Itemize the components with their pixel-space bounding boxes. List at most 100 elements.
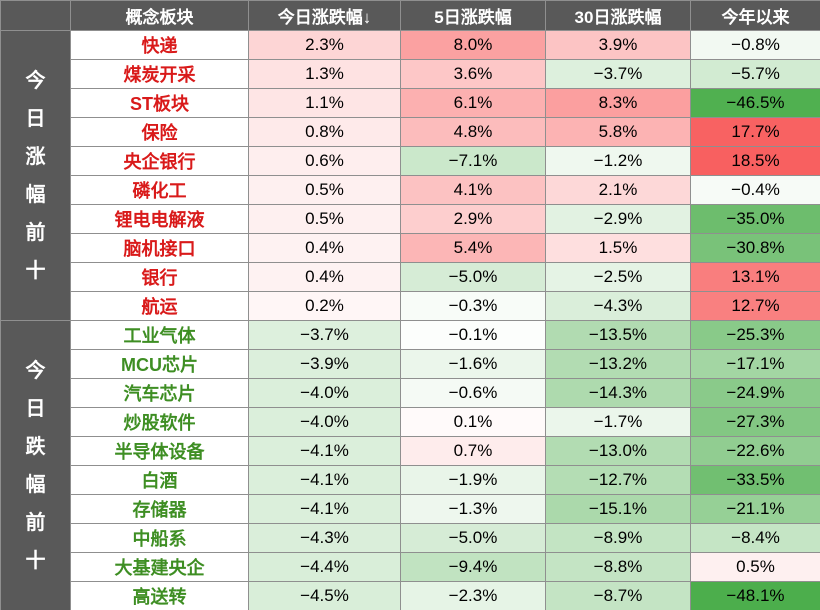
table-row: 高送转 −4.5% −2.3% −8.7% −48.1% — [1, 581, 820, 610]
value-cell: −3.7% — [545, 59, 691, 89]
concept-name: 快递 — [70, 30, 249, 60]
value-cell: 0.4% — [248, 262, 401, 292]
concept-name: 航运 — [70, 291, 249, 321]
value-cell: 0.4% — [248, 233, 401, 263]
value-cell: −4.4% — [248, 552, 401, 582]
value-cell: −3.7% — [248, 320, 401, 350]
column-header-today-change-sorted[interactable]: 今日涨跌幅↓ — [248, 0, 401, 31]
table-row: 汽车芯片 −4.0% −0.6% −14.3% −24.9% — [1, 378, 820, 408]
table-row: 锂电电解液 0.5% 2.9% −2.9% −35.0% — [1, 204, 820, 234]
table-row: 保险 0.8% 4.8% 5.8% 17.7% — [1, 117, 820, 147]
value-cell: −22.6% — [690, 436, 820, 466]
value-cell: −2.9% — [545, 204, 691, 234]
value-cell: 2.9% — [400, 204, 546, 234]
value-cell: −24.9% — [690, 378, 820, 408]
value-cell: 0.6% — [248, 146, 401, 176]
table-row: ST板块 1.1% 6.1% 8.3% −46.5% — [1, 88, 820, 118]
value-cell: 1.3% — [248, 59, 401, 89]
value-cell: −14.3% — [545, 378, 691, 408]
value-cell: −8.4% — [690, 523, 820, 553]
concept-name: 煤炭开采 — [70, 59, 249, 89]
table-row: 今日跌幅前十工业气体 −3.7% −0.1% −13.5% −25.3% — [0, 320, 820, 610]
value-cell: −25.3% — [690, 320, 820, 350]
value-cell: −1.9% — [400, 465, 546, 495]
value-cell: −1.7% — [545, 407, 691, 437]
group-label-char: 幅 — [25, 473, 46, 496]
value-cell: 0.5% — [248, 175, 401, 205]
concept-name: 半导体设备 — [70, 436, 249, 466]
value-cell: −4.1% — [248, 465, 401, 495]
value-cell: 6.1% — [400, 88, 546, 118]
table-row: MCU芯片 −3.9% −1.6% −13.2% −17.1% — [1, 349, 820, 379]
group-label-char: 日 — [25, 397, 46, 420]
value-cell: 12.7% — [690, 291, 820, 321]
group-label-char: 今 — [25, 359, 46, 382]
value-cell: −13.2% — [545, 349, 691, 379]
concept-name: 白酒 — [70, 465, 249, 495]
group-label-char: 涨 — [25, 145, 46, 168]
value-cell: 1.5% — [545, 233, 691, 263]
value-cell: −27.3% — [690, 407, 820, 437]
concept-name: 磷化工 — [70, 175, 249, 205]
value-cell: 0.1% — [400, 407, 546, 437]
value-cell: 3.9% — [545, 30, 691, 60]
table-row: 磷化工 0.5% 4.1% 2.1% −0.4% — [1, 175, 820, 205]
value-cell: 3.6% — [400, 59, 546, 89]
value-cell: −2.5% — [545, 262, 691, 292]
value-cell: −4.0% — [248, 407, 401, 437]
concept-name: 脑机接口 — [70, 233, 249, 263]
concept-name: 中船系 — [70, 523, 249, 553]
concept-name: 高送转 — [70, 581, 249, 610]
value-cell: 0.8% — [248, 117, 401, 147]
concept-name: 央企银行 — [70, 146, 249, 176]
value-cell: −4.3% — [248, 523, 401, 553]
group-label-char: 十 — [25, 549, 46, 572]
value-cell: 0.5% — [690, 552, 820, 582]
concept-name: 锂电电解液 — [70, 204, 249, 234]
value-cell: −1.6% — [400, 349, 546, 379]
table-row: 大基建央企 −4.4% −9.4% −8.8% 0.5% — [1, 552, 820, 582]
table-row: 央企银行 0.6% −7.1% −1.2% 18.5% — [1, 146, 820, 176]
table-row: 中船系 −4.3% −5.0% −8.9% −8.4% — [1, 523, 820, 553]
header-row: 概念板块 今日涨跌幅↓ 5日涨跌幅 30日涨跌幅 今年以来 — [0, 0, 820, 31]
value-cell: −33.5% — [690, 465, 820, 495]
table-row: 今日涨幅前十快递 2.3% 8.0% 3.9% −0.8% — [0, 30, 820, 321]
value-cell: 0.2% — [248, 291, 401, 321]
value-cell: −2.3% — [400, 581, 546, 610]
value-cell: 0.5% — [248, 204, 401, 234]
value-cell: −30.8% — [690, 233, 820, 263]
group-label-char: 跌 — [25, 435, 46, 458]
value-cell: 8.0% — [400, 30, 546, 60]
value-cell: −15.1% — [545, 494, 691, 524]
value-cell: −0.6% — [400, 378, 546, 408]
value-cell: −1.2% — [545, 146, 691, 176]
value-cell: −48.1% — [690, 581, 820, 610]
value-cell: −4.0% — [248, 378, 401, 408]
value-cell: −12.7% — [545, 465, 691, 495]
concept-name: 汽车芯片 — [70, 378, 249, 408]
value-cell: −21.1% — [690, 494, 820, 524]
table-row: 炒股软件 −4.0% 0.1% −1.7% −27.3% — [1, 407, 820, 437]
group-label-char: 今 — [25, 69, 46, 92]
group-label-char: 前 — [25, 511, 46, 534]
value-cell: −8.9% — [545, 523, 691, 553]
table-row: 银行 0.4% −5.0% −2.5% 13.1% — [1, 262, 820, 292]
value-cell: 0.7% — [400, 436, 546, 466]
group-label-char: 前 — [25, 221, 46, 244]
value-cell: −46.5% — [690, 88, 820, 118]
value-cell: −4.1% — [248, 436, 401, 466]
group-label-char: 十 — [25, 259, 46, 282]
concept-name: 工业气体 — [70, 320, 249, 350]
value-cell: 1.1% — [248, 88, 401, 118]
value-cell: −5.7% — [690, 59, 820, 89]
value-cell: −0.1% — [400, 320, 546, 350]
concept-name: ST板块 — [70, 88, 249, 118]
corner-cell — [0, 0, 71, 31]
table-row: 白酒 −4.1% −1.9% −12.7% −33.5% — [1, 465, 820, 495]
value-cell: 17.7% — [690, 117, 820, 147]
value-cell: −0.3% — [400, 291, 546, 321]
table-row: 航运 0.2% −0.3% −4.3% 12.7% — [1, 291, 820, 321]
group-label-top-losers: 今日跌幅前十 — [0, 320, 71, 610]
table-row: 脑机接口 0.4% 5.4% 1.5% −30.8% — [1, 233, 820, 263]
